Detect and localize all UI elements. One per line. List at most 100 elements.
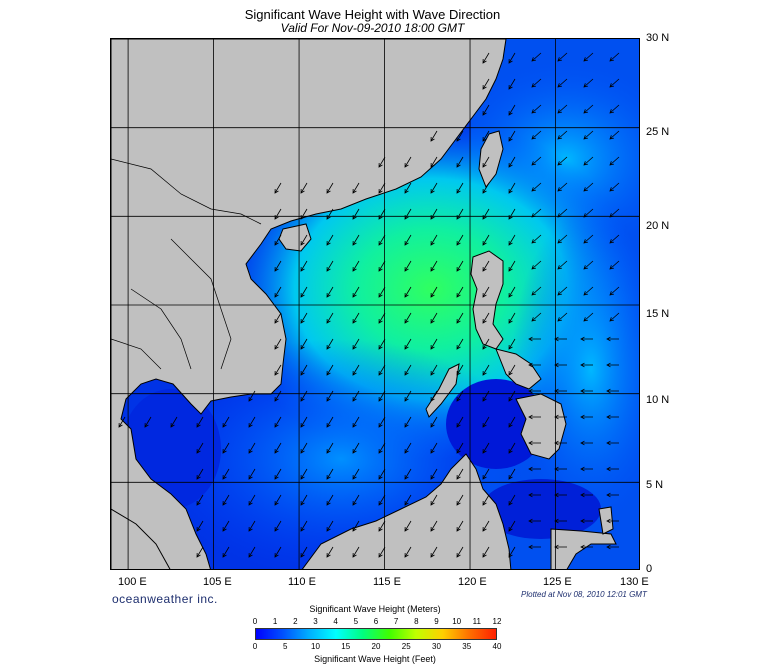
colorbar-feet-tick: 15 — [341, 642, 351, 651]
wave-direction-arrow — [580, 518, 593, 524]
wave-direction-arrow — [196, 468, 204, 480]
wave-direction-arrow — [482, 312, 490, 324]
wave-direction-arrow — [482, 390, 490, 402]
wave-direction-arrow — [378, 286, 386, 298]
wave-direction-arrow — [248, 546, 256, 558]
wave-direction-arrow — [609, 182, 620, 192]
wave-direction-arrow — [531, 234, 542, 244]
wave-direction-arrow — [404, 546, 412, 558]
wave-direction-arrow — [531, 182, 542, 192]
wave-direction-arrow — [404, 286, 412, 298]
wave-direction-arrow — [482, 338, 490, 350]
wave-direction-arrow — [300, 234, 308, 246]
land-mindanao — [515, 393, 567, 460]
wave-direction-arrow — [508, 468, 516, 480]
wave-direction-arrow — [118, 416, 126, 428]
wave-direction-arrow — [482, 104, 490, 116]
land-luzon — [470, 250, 504, 350]
wave-direction-arrow — [557, 52, 568, 62]
wave-direction-arrow — [456, 260, 464, 272]
wave-direction-arrow — [580, 440, 593, 446]
colorbar-feet-title: Significant Wave Height (Feet) — [314, 654, 436, 664]
wave-direction-arrow — [456, 130, 464, 142]
wave-direction-arrow — [274, 468, 282, 480]
wave-direction-arrow — [352, 520, 360, 532]
wave-direction-arrow — [326, 208, 334, 220]
wave-direction-arrow — [557, 130, 568, 140]
wave-direction-arrow — [456, 156, 464, 168]
colorbar-meters-tick: 12 — [492, 617, 502, 626]
wave-direction-arrow — [404, 182, 412, 194]
wave-direction-arrow — [378, 208, 386, 220]
wave-direction-arrow — [352, 546, 360, 558]
lon-label-100e: 100 E — [118, 576, 147, 588]
wave-direction-arrow — [531, 130, 542, 140]
wave-direction-arrow — [430, 130, 438, 142]
wave-direction-arrow — [609, 234, 620, 244]
wave-direction-arrow — [248, 468, 256, 480]
colorbar-feet-tick: 35 — [462, 642, 472, 651]
wave-direction-arrow — [482, 156, 490, 168]
wave-direction-arrow — [508, 390, 516, 402]
wave-direction-arrow — [404, 494, 412, 506]
colorbar-feet-tick: 20 — [371, 642, 381, 651]
wave-direction-arrow — [248, 442, 256, 454]
wave-direction-arrow — [580, 388, 593, 394]
lat-label-5n: 5 N — [646, 479, 664, 491]
wave-direction-arrow — [554, 544, 567, 550]
wave-direction-arrow — [508, 182, 516, 194]
wave-direction-arrow — [508, 286, 516, 298]
lat-label-10n: 10 N — [646, 394, 670, 406]
wave-direction-arrow — [300, 546, 308, 558]
wave-direction-arrow — [508, 104, 516, 116]
wave-direction-arrow — [326, 546, 334, 558]
wave-direction-arrow — [508, 234, 516, 246]
wave-direction-arrow — [531, 52, 542, 62]
wave-direction-arrow — [557, 286, 568, 296]
land-china-indochina — [111, 39, 507, 569]
wave-direction-arrow — [508, 494, 516, 506]
wave-direction-arrow — [531, 286, 542, 296]
lat-label-30n: 30 N — [646, 32, 670, 44]
wave-direction-arrow — [528, 440, 541, 446]
wave-direction-arrow — [378, 520, 386, 532]
wave-direction-arrow — [583, 104, 594, 114]
wave-direction-arrow — [352, 286, 360, 298]
wave-direction-arrow — [404, 520, 412, 532]
wave-direction-arrow — [557, 208, 568, 218]
wave-direction-arrow — [606, 518, 619, 524]
wave-direction-arrow — [274, 494, 282, 506]
colorbar-feet-tick: 40 — [492, 642, 502, 651]
wave-direction-arrow — [557, 260, 568, 270]
wave-direction-arrow — [196, 494, 204, 506]
wave-direction-arrow — [557, 78, 568, 88]
wave-direction-arrow — [528, 466, 541, 472]
wave-direction-arrow — [508, 130, 516, 142]
colorbar-meters-tick: 6 — [373, 617, 379, 626]
wave-direction-arrow — [430, 234, 438, 246]
wave-direction-arrow — [274, 416, 282, 428]
wave-direction-arrow — [326, 182, 334, 194]
wave-direction-arrow — [352, 312, 360, 324]
wave-direction-arrow — [326, 520, 334, 532]
wave-direction-arrow — [609, 286, 620, 296]
wave-direction-arrow — [404, 442, 412, 454]
wave-direction-arrow — [456, 520, 464, 532]
wave-direction-arrow — [609, 312, 620, 322]
wave-direction-arrow — [430, 494, 438, 506]
wave-direction-arrow — [508, 442, 516, 454]
wave-direction-arrow — [404, 260, 412, 272]
wave-direction-arrows — [118, 52, 620, 558]
wave-direction-arrow — [606, 414, 619, 420]
wave-direction-arrow — [352, 442, 360, 454]
wave-direction-arrow — [300, 468, 308, 480]
wave-direction-arrow — [606, 492, 619, 498]
wave-direction-arrow — [456, 416, 464, 428]
wave-direction-arrow — [352, 260, 360, 272]
wave-direction-arrow — [456, 208, 464, 220]
lon-label-130e: 130 E — [620, 576, 649, 588]
calm-celebes-sea — [481, 479, 601, 539]
wave-direction-arrow — [326, 416, 334, 428]
colorbar-meters-title: Significant Wave Height (Meters) — [309, 604, 441, 614]
wave-direction-arrow — [456, 312, 464, 324]
